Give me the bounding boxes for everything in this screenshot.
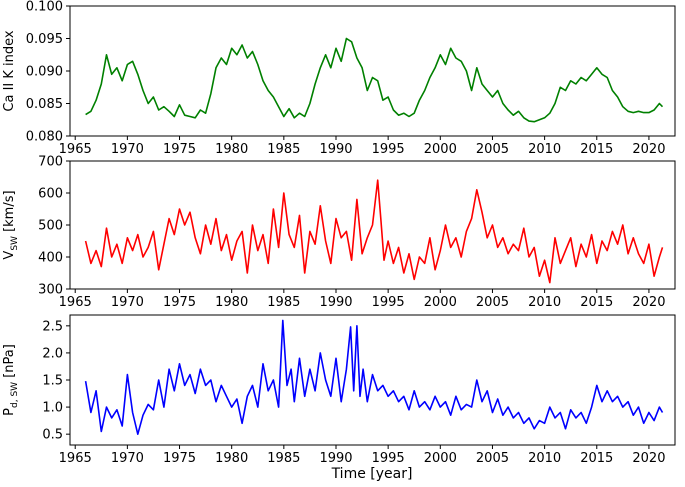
y-tick-label: 0.080 — [26, 130, 63, 145]
y-tick-label: 300 — [38, 283, 63, 298]
y-label-unit: [nPa] — [2, 344, 17, 382]
x-tick-label: 1995 — [372, 295, 405, 310]
x-tick-label: 1980 — [215, 295, 248, 310]
y-label-main: Ca II K index — [2, 30, 17, 112]
y-label-main: V — [2, 251, 17, 260]
x-tick-label: 2010 — [528, 451, 561, 466]
x-tick-label: 1995 — [372, 451, 405, 466]
x-tick-label: 2010 — [528, 142, 561, 157]
x-tick-label: 1965 — [59, 451, 92, 466]
x-tick-label: 2005 — [476, 295, 509, 310]
x-tick-label: 2005 — [476, 142, 509, 157]
y-label-subscript: SW — [10, 236, 20, 251]
x-tick-label: 1985 — [267, 295, 300, 310]
y-tick-label: 1.5 — [42, 374, 63, 389]
y-tick-label: 0.095 — [26, 32, 63, 47]
y-tick-label: 0.100 — [26, 0, 63, 15]
x-tick-label: 2000 — [424, 295, 457, 310]
y-tick-label: 2.0 — [42, 346, 63, 361]
solar-wind-pressure-panel: 1965 1970 1975 1980 1985 1990 1995 2000 2005 2010… — [2, 314, 676, 466]
x-tick-label: 1995 — [372, 142, 405, 157]
x-tick-label: 1975 — [163, 451, 196, 466]
x-tick-label: 1985 — [267, 142, 300, 157]
x-tick-label: 1970 — [111, 451, 144, 466]
x-tick-label: 2005 — [476, 451, 509, 466]
x-tick-label: 2020 — [632, 451, 665, 466]
y-tick-label: 2.5 — [42, 319, 63, 334]
x-tick-label: 2010 — [528, 295, 561, 310]
x-tick-label: 2015 — [580, 295, 613, 310]
y-tick-label: 600 — [38, 187, 63, 202]
x-tick-label: 1970 — [111, 142, 144, 157]
y-label-unit: [km/s] — [2, 190, 17, 236]
x-tick-label: 2015 — [580, 451, 613, 466]
y-tick-label: 0.5 — [42, 428, 63, 443]
y-tick-label: 0.085 — [26, 97, 63, 112]
x-tick-label: 1980 — [215, 142, 248, 157]
y-label-subscript: d, SW — [10, 382, 20, 408]
x-tick-label: 1990 — [319, 142, 352, 157]
x-tick-label: 1980 — [215, 451, 248, 466]
axes-frame — [69, 314, 676, 446]
series-line — [84, 319, 664, 436]
y-axis-label: Ca II K index — [2, 30, 17, 112]
y-tick-label: 400 — [38, 251, 63, 266]
x-tick-label: 1965 — [59, 295, 92, 310]
y-tick-label: 1.0 — [42, 401, 63, 416]
ca-ii-k-index-panel: 1965 1970 1975 1980 1985 1990 1995 2000 2005 2010… — [2, 0, 676, 157]
x-tick-label: 2000 — [424, 451, 457, 466]
y-label-main: P — [2, 408, 17, 416]
solar-wind-speed-panel: 1965 1970 1975 1980 1985 1990 1995 2000 2005 2010… — [2, 155, 676, 310]
y-tick-label: 500 — [38, 219, 63, 234]
x-tick-label: 2000 — [424, 142, 457, 157]
x-tick-label: 1970 — [111, 295, 144, 310]
x-tick-label: 1975 — [163, 295, 196, 310]
y-tick-label: 700 — [38, 155, 63, 170]
y-axis-label: Pd, SW [nPa] — [2, 344, 20, 416]
x-tick-label: 1975 — [163, 142, 196, 157]
series-line — [84, 179, 664, 284]
x-tick-label: 1965 — [59, 142, 92, 157]
x-tick-label: 1985 — [267, 451, 300, 466]
x-tick-label: 1990 — [319, 295, 352, 310]
x-tick-label: 2020 — [632, 295, 665, 310]
x-tick-label: 2020 — [632, 142, 665, 157]
axes-frame — [69, 5, 676, 137]
series-line — [85, 37, 664, 123]
x-tick-label: 2015 — [580, 142, 613, 157]
y-tick-label: 0.090 — [26, 65, 63, 80]
x-tick-label: 1990 — [319, 451, 352, 466]
y-axis-label: VSW [km/s] — [2, 190, 20, 259]
x-axis-label: Time [year] — [331, 466, 413, 482]
